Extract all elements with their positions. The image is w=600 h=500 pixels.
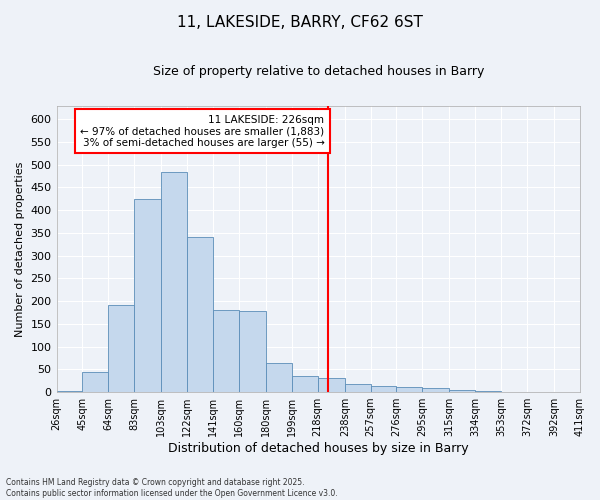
Bar (371, 386, 397, 392)
Bar (82, 372, 108, 392)
Bar (239, 311, 266, 392)
Bar (397, 386, 422, 392)
Bar (345, 384, 371, 392)
Bar (449, 390, 475, 392)
Text: 11 LAKESIDE: 226sqm
← 97% of detached houses are smaller (1,883)
3% of semi-deta: 11 LAKESIDE: 226sqm ← 97% of detached ho… (80, 114, 325, 148)
Bar (187, 237, 213, 392)
Title: Size of property relative to detached houses in Barry: Size of property relative to detached ho… (152, 65, 484, 78)
Bar (108, 305, 134, 392)
Y-axis label: Number of detached properties: Number of detached properties (15, 161, 25, 336)
Bar (56, 390, 82, 392)
X-axis label: Distribution of detached houses by size in Barry: Distribution of detached houses by size … (168, 442, 469, 455)
Text: Contains HM Land Registry data © Crown copyright and database right 2025.
Contai: Contains HM Land Registry data © Crown c… (6, 478, 338, 498)
Text: 11, LAKESIDE, BARRY, CF62 6ST: 11, LAKESIDE, BARRY, CF62 6ST (177, 15, 423, 30)
Bar (317, 378, 345, 392)
Bar (422, 388, 449, 392)
Bar (134, 199, 161, 392)
Bar (266, 362, 292, 392)
Bar (292, 376, 317, 392)
Bar (161, 172, 187, 392)
Bar (213, 310, 239, 392)
Bar (475, 391, 501, 392)
